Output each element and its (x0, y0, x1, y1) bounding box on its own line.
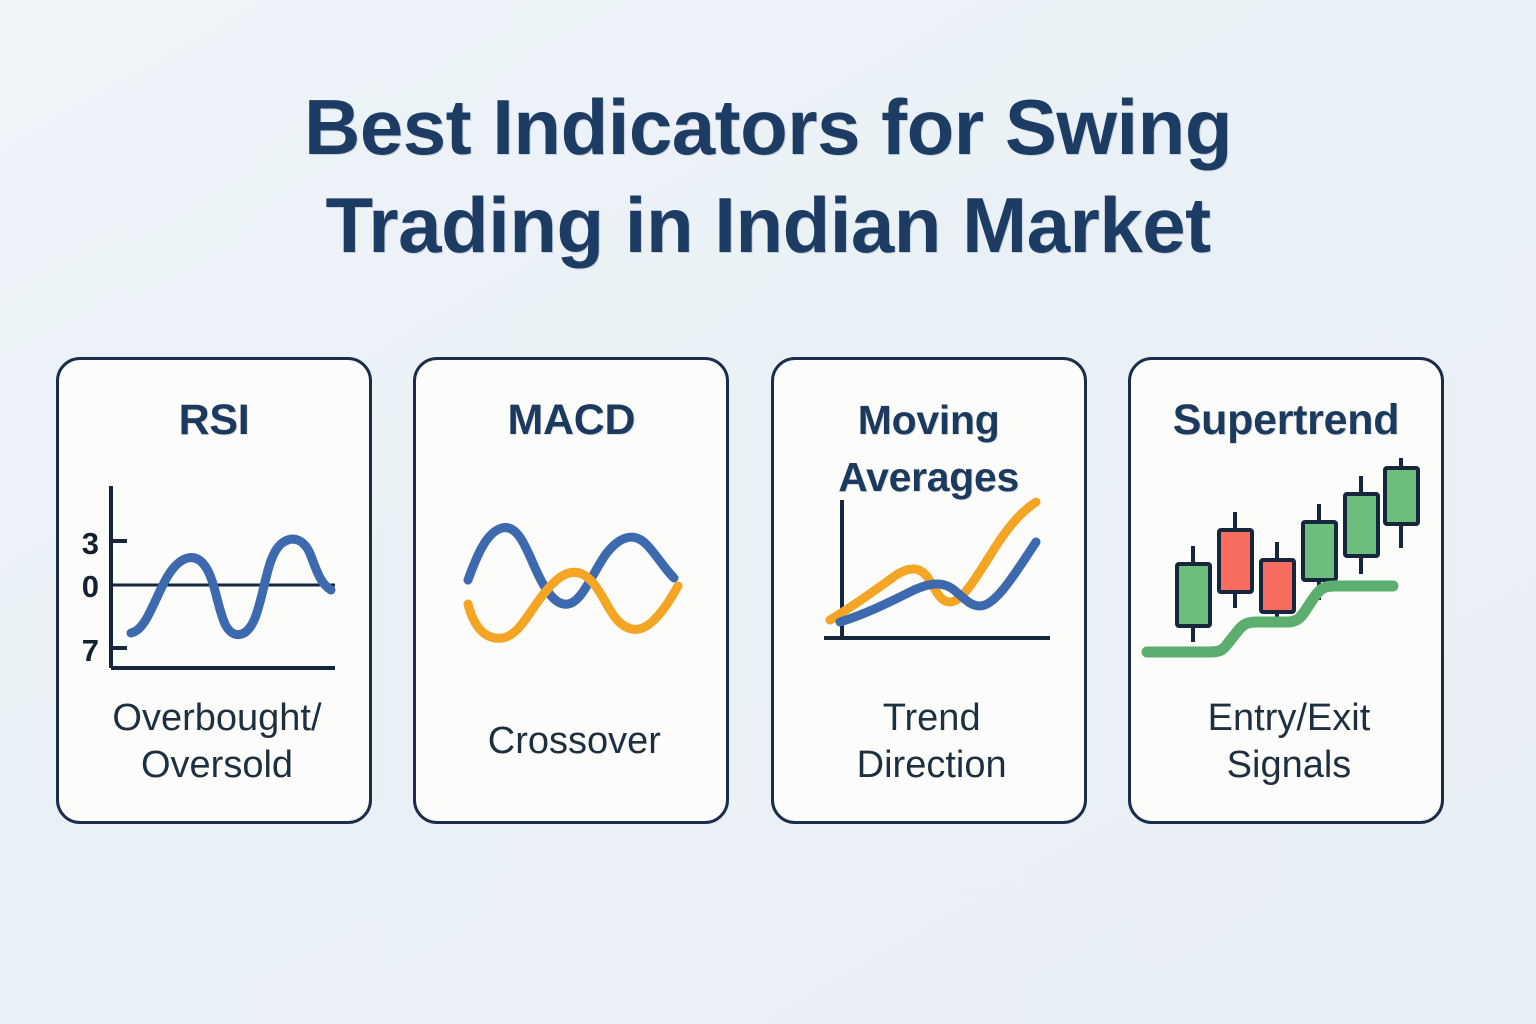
candle-6 (1382, 458, 1420, 548)
macd-line (463, 523, 679, 609)
card-caption-supertrend: Entry/Exit Signals (1207, 697, 1371, 786)
candle-4 (1300, 504, 1338, 600)
supertrend-chart-svg (1141, 458, 1420, 658)
candle-5 (1342, 476, 1380, 574)
rsi-tick-label-zero: 0 (82, 569, 99, 604)
card-title-rsi: RSI (178, 396, 250, 444)
card-title-macd: MACD (507, 396, 636, 444)
rsi-oscillator-line (126, 534, 336, 639)
moving-averages-chart (774, 490, 1090, 675)
macd-chart-svg (463, 523, 683, 643)
moving-averages-chart-svg (823, 497, 1050, 640)
candle-1 (1174, 546, 1212, 642)
page-title-line-1: Best Indicators for Swing (304, 83, 1232, 171)
indicator-card-supertrend[interactable]: Supertrend (1127, 357, 1447, 824)
macd-signal-line (463, 567, 683, 643)
ma-fast-line (825, 497, 1041, 625)
candlestick-series (1174, 458, 1420, 642)
rsi-chart-svg: 3 0 7 (82, 486, 336, 670)
page-title: Best Indicators for Swing Trading in Ind… (0, 78, 1536, 274)
card-title-supertrend: Supertrend (1172, 396, 1400, 444)
indicator-card-macd[interactable]: MACD Crossover (413, 357, 732, 824)
ma-slow-line (835, 537, 1041, 627)
supertrend-band-line (1141, 580, 1399, 658)
macd-chart (416, 488, 732, 673)
rsi-tick-label-upper: 3 (82, 526, 99, 561)
card-caption-moving-averages: Trend Direction (856, 697, 1007, 786)
page-title-line-2: Trading in Indian Market (325, 181, 1211, 269)
indicator-card-moving-averages[interactable]: Moving Averages Trend Direction (770, 357, 1090, 824)
indicator-card-row: RSI 3 0 7 (56, 357, 1444, 824)
card-title-moving-averages: Moving Averages (838, 397, 1019, 500)
candle-2 (1216, 512, 1254, 608)
rsi-tick-label-lower: 7 (82, 633, 99, 668)
card-caption-rsi: Overbought/ Oversold (112, 697, 322, 786)
candle-3 (1258, 542, 1296, 624)
rsi-chart: 3 0 7 (59, 478, 375, 678)
supertrend-chart (1131, 452, 1447, 692)
indicator-card-rsi[interactable]: RSI 3 0 7 (56, 357, 372, 824)
card-caption-macd: Crossover (487, 720, 661, 762)
